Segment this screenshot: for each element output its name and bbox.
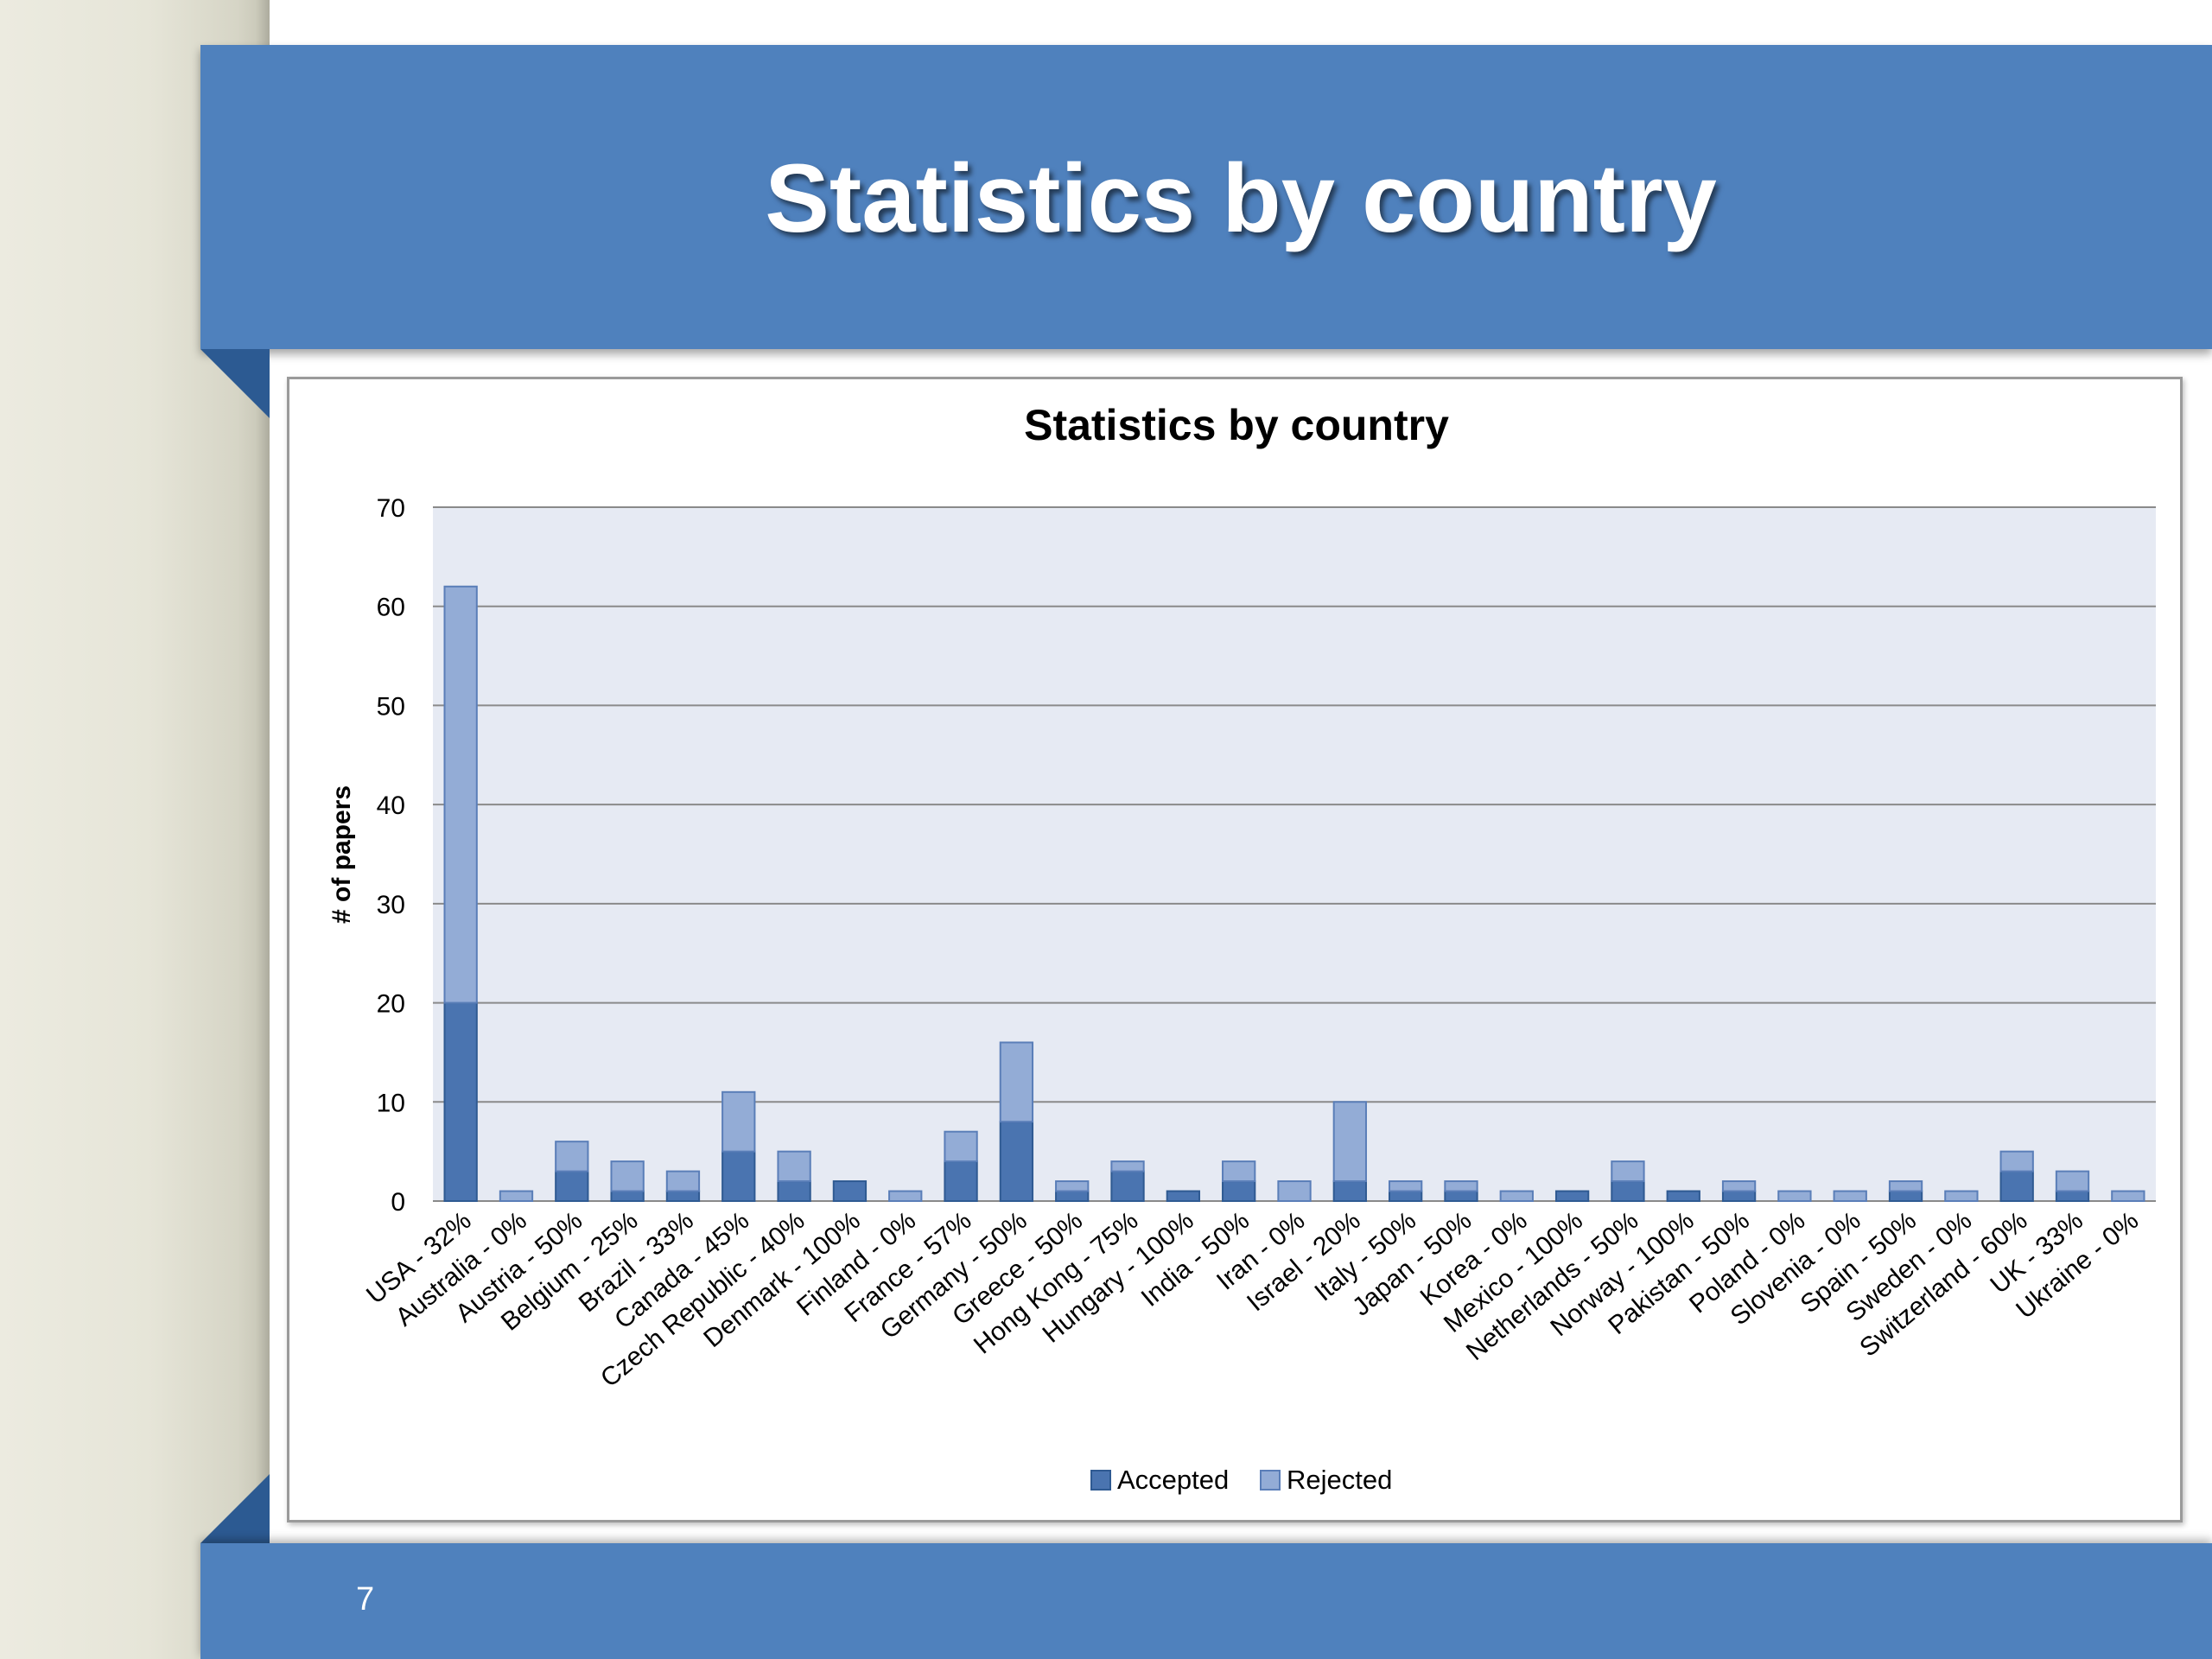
bar-accepted: [1666, 1190, 1700, 1202]
bars: [443, 585, 2145, 1203]
y-tick-labels: 0 10 20 30 40 50 60 70: [377, 494, 405, 1217]
bar-accepted: [1888, 1190, 1923, 1202]
bar-rejected: [555, 1141, 589, 1173]
y-tick-label: 60: [377, 594, 405, 622]
legend-swatch-rejected: [1260, 1470, 1281, 1491]
bar-accepted: [1999, 1170, 2034, 1202]
page-number: 7: [356, 1581, 375, 1618]
plot-area: [433, 507, 2156, 1201]
bar-rejected: [1721, 1180, 1757, 1192]
bar-rejected: [1611, 1160, 1645, 1183]
bar-rejected: [1888, 1180, 1923, 1192]
bar-accepted: [999, 1121, 1034, 1203]
bar-rejected: [2111, 1190, 2145, 1202]
legend: Accepted Rejected: [1090, 1465, 1392, 1495]
y-tick-label: 50: [377, 692, 405, 721]
y-tick-label: 10: [377, 1089, 405, 1117]
bar-accepted: [2055, 1190, 2090, 1202]
bar-rejected: [1110, 1160, 1145, 1173]
bar-rejected: [1222, 1160, 1256, 1183]
bar-accepted: [1332, 1180, 1367, 1202]
bar-accepted: [1388, 1190, 1423, 1202]
ribbon-fold-top: [200, 349, 270, 418]
bar-chart: Statistics by country 0 10 20 30 40 50 60 70 US…: [327, 401, 2156, 1495]
bar-accepted: [1222, 1180, 1256, 1202]
legend-swatch-accepted: [1090, 1470, 1111, 1491]
bar-accepted: [1721, 1190, 1757, 1202]
bar-rejected: [888, 1190, 923, 1202]
y-tick-label: 30: [377, 891, 405, 919]
bar-rejected: [1055, 1180, 1090, 1192]
footer-band: [200, 1543, 2212, 1659]
bar-accepted: [1611, 1180, 1645, 1202]
bar-accepted: [1055, 1190, 1090, 1202]
bar-rejected: [1777, 1190, 1812, 1202]
chart-frame: Statistics by country 0 10 20 30 40 50 60 70 US…: [287, 377, 2183, 1522]
y-tick-label: 0: [391, 1188, 405, 1217]
bar-rejected: [777, 1150, 811, 1183]
bar-accepted: [555, 1170, 589, 1202]
bar-rejected: [1277, 1180, 1312, 1202]
y-axis-label: # of papers: [327, 785, 356, 924]
bar-accepted: [1166, 1190, 1201, 1202]
bar-rejected: [2055, 1170, 2090, 1192]
bar-rejected: [1444, 1180, 1478, 1192]
bar-accepted: [832, 1180, 868, 1202]
chart-title: Statistics by country: [1024, 401, 1449, 449]
bar-rejected: [1332, 1101, 1367, 1183]
bar-accepted: [1110, 1170, 1145, 1202]
bar-accepted: [777, 1180, 811, 1202]
bar-rejected: [1388, 1180, 1423, 1192]
ribbon-fold-bottom: [200, 1474, 270, 1543]
bar-rejected: [1944, 1190, 1979, 1202]
gridlines: [433, 506, 2156, 1202]
bar-rejected: [721, 1090, 756, 1153]
bar-rejected: [665, 1170, 701, 1192]
bar-rejected: [1999, 1150, 2034, 1173]
bar-accepted: [721, 1150, 756, 1203]
legend-label-accepted: Accepted: [1117, 1465, 1229, 1495]
legend-label-rejected: Rejected: [1287, 1465, 1392, 1495]
title-band: [200, 45, 2212, 349]
bar-accepted: [1444, 1190, 1478, 1202]
bar-rejected: [1499, 1190, 1534, 1202]
y-tick-label: 40: [377, 791, 405, 820]
bar-accepted: [610, 1190, 645, 1202]
bar-accepted: [944, 1160, 978, 1202]
bar-accepted: [1554, 1190, 1590, 1202]
x-tick-labels: USA - 32%Australia - 0%Austria - 50%Belg…: [361, 1206, 2144, 1393]
bar-rejected: [443, 585, 478, 1004]
slide-title: Statistics by country: [765, 144, 1717, 252]
bar-rejected: [610, 1160, 645, 1192]
bar-rejected: [944, 1130, 978, 1163]
bar-accepted: [443, 1001, 478, 1202]
y-tick-label: 70: [377, 494, 405, 523]
bar-rejected: [999, 1041, 1034, 1123]
bar-rejected: [499, 1190, 534, 1202]
y-tick-label: 20: [377, 990, 405, 1019]
bar-accepted: [665, 1190, 701, 1202]
bar-rejected: [1833, 1190, 1867, 1202]
